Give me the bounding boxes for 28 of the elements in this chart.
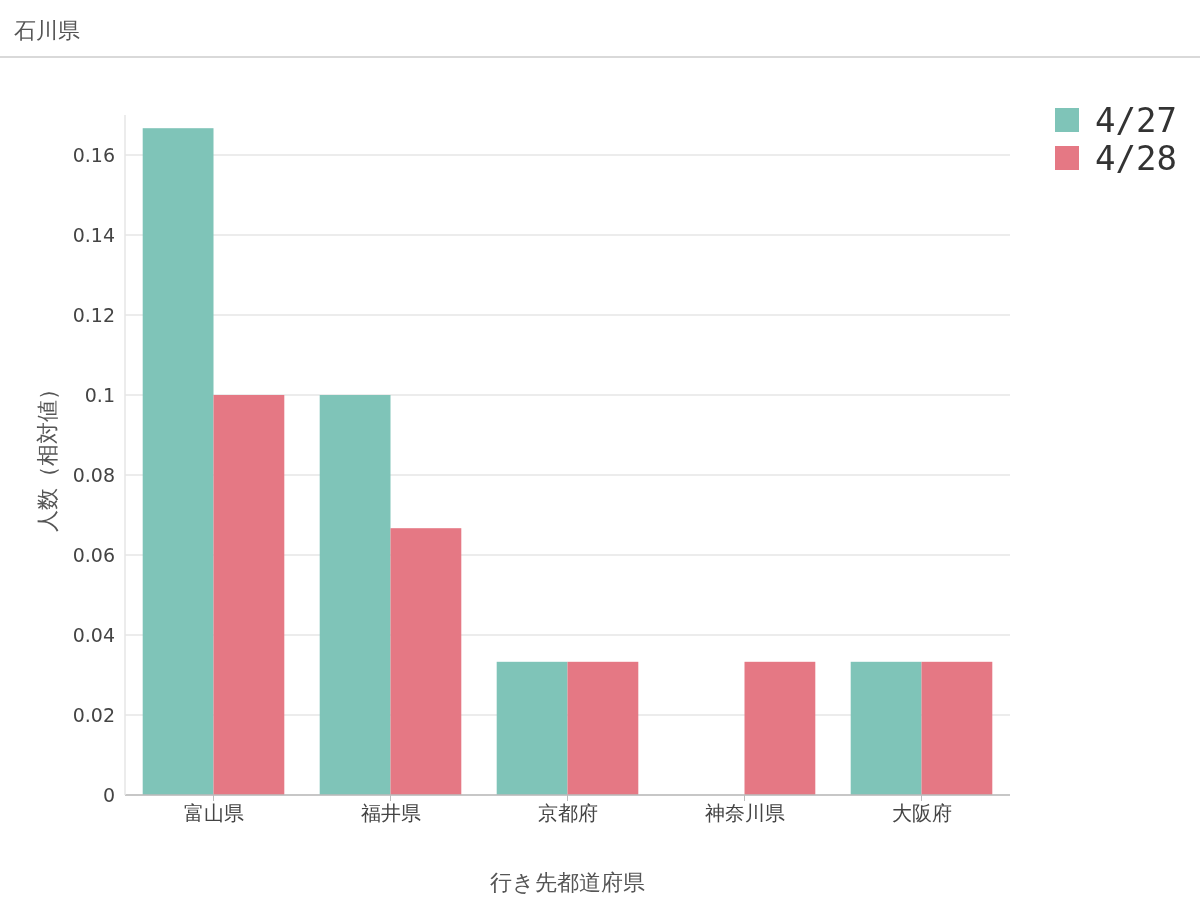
legend-label: 4/28 [1095,138,1177,178]
bar [319,395,391,795]
x-tick-label: 富山県 [183,801,244,825]
y-tick-label: 0.06 [72,544,115,566]
y-tick-label: 0.12 [72,304,115,326]
y-tick-label: 0.08 [72,464,115,486]
bar [850,661,922,795]
x-tick-label: 福井県 [360,801,421,825]
y-tick-label: 0.02 [72,704,115,726]
y-tick-label: 0.04 [72,624,115,646]
bar [390,528,462,795]
bar [567,661,639,795]
y-tick-label: 0.16 [72,144,115,166]
bar [142,128,214,795]
legend-label: 4/27 [1095,100,1177,140]
x-tick-label: 京都府 [537,801,598,825]
bar [744,661,816,795]
x-tick-label: 大阪府 [891,801,952,825]
bar [921,661,993,795]
chart-title: 石川県 [14,18,80,43]
x-axis-title: 行き先都道府県 [490,870,645,895]
bar [213,395,285,795]
y-tick-label: 0.14 [72,224,115,246]
bar [496,661,568,795]
x-tick-label: 神奈川県 [704,801,785,825]
y-axis-title: 人数（相対値） [35,378,60,532]
y-tick-label: 0 [102,784,115,806]
y-tick-label: 0.1 [84,384,115,406]
